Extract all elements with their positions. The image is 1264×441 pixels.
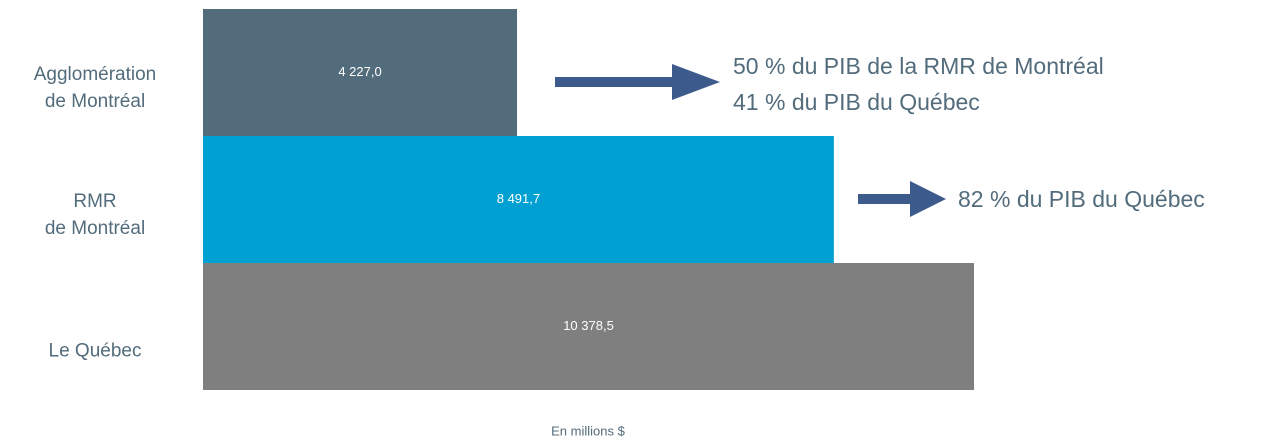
category-label: Le Québec xyxy=(49,341,142,362)
arrow xyxy=(555,64,720,100)
bar xyxy=(203,136,834,263)
value-label: 10 378,5 xyxy=(563,318,614,333)
annotation: 50 % du PIB de la RMR de Montréal xyxy=(733,53,1104,79)
axis-label: En millions $ xyxy=(551,423,625,438)
bar xyxy=(203,9,518,136)
value-label: 8 491,7 xyxy=(497,191,540,206)
annotation: 41 % du PIB du Québec xyxy=(733,89,980,115)
bar xyxy=(203,263,975,390)
value-label: 4 227,0 xyxy=(338,64,381,79)
category-label: RMR de Montréal xyxy=(45,191,145,239)
annotation: 82 % du PIB du Québec xyxy=(958,186,1205,212)
category-label: Agglomération de Montréal xyxy=(34,64,157,112)
arrow xyxy=(858,181,946,217)
